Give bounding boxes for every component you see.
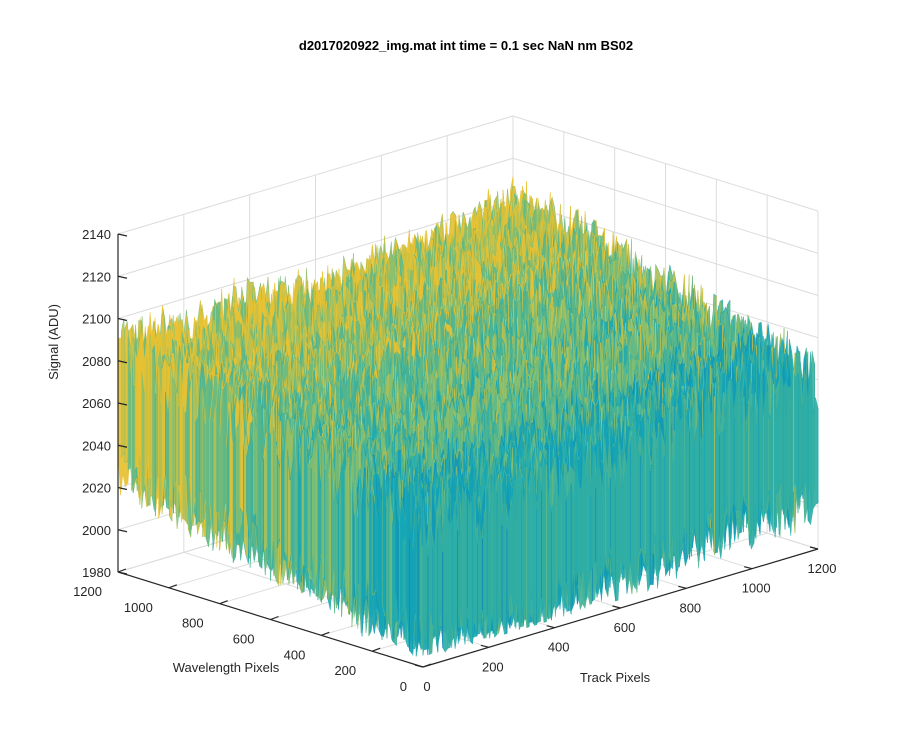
grid-line [117, 200, 514, 319]
grid-line [117, 157, 514, 277]
grid-line [117, 115, 514, 235]
grid-line [512, 200, 819, 296]
surface-layer [117, 176, 819, 657]
grid-line [512, 115, 819, 212]
grid-line [512, 157, 819, 254]
